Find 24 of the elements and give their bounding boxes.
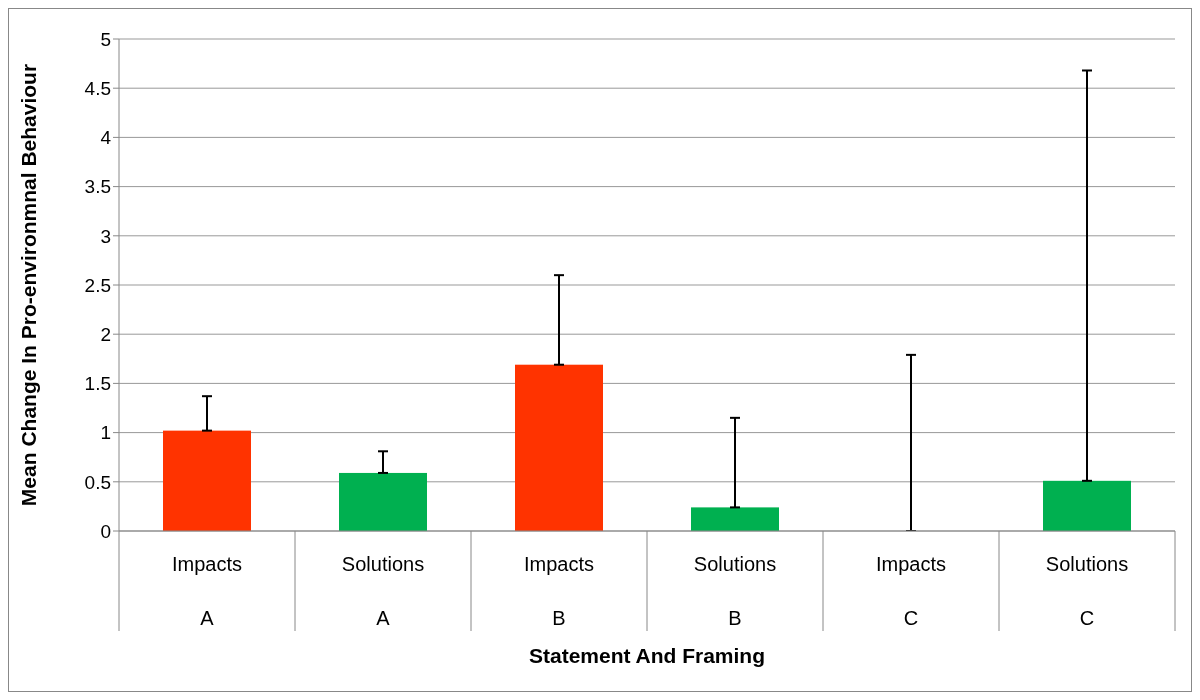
bar [339,472,427,531]
y-tick-label: 2.5 [84,274,111,296]
y-tick-label: 1.5 [84,373,111,395]
y-tick-label: 3 [100,225,111,247]
bar [163,430,251,531]
bar [691,507,779,531]
bar [515,364,603,531]
y-axis-title: Mean Change In Pro-environmnal Behaviour [17,63,41,507]
y-tick-label: 1 [100,422,111,444]
category-label: Solutions C [1045,553,1129,629]
category-label: Solutions A [341,553,425,629]
y-tick-label: 3.5 [84,176,111,198]
y-tick-label: 4.5 [84,77,111,99]
y-tick-label: 0 [100,520,111,542]
category-label: Impacts A [171,553,243,629]
category-label: Impacts B [523,553,595,629]
category-label: Impacts C [875,553,947,629]
category-label: Solutions B [693,553,777,629]
y-tick-label: 0.5 [84,471,111,493]
y-tick-label: 2 [100,323,111,345]
y-tick-label: 4 [100,127,112,149]
y-tick-label: 5 [100,28,111,50]
x-axis-title: Statement And Framing [528,644,766,667]
bar [1043,480,1131,531]
